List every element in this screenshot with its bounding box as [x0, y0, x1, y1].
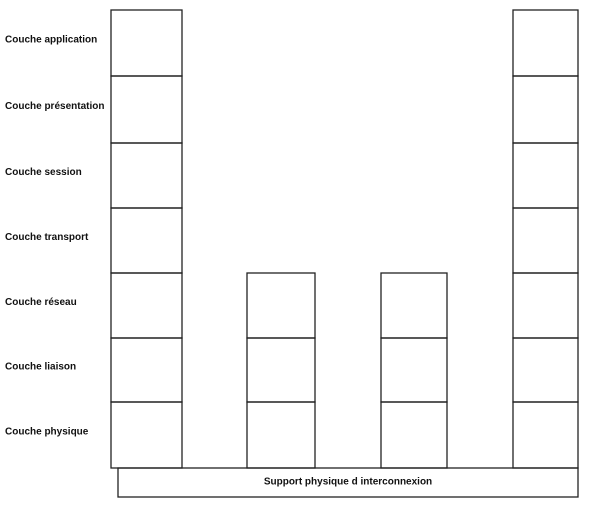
layer-box [110, 9, 183, 77]
layer-label: Couche liaison [5, 362, 76, 373]
layer-box [110, 272, 183, 339]
layer-box [380, 272, 448, 339]
layer-label: Couche transport [5, 232, 89, 243]
layer-box [380, 401, 448, 469]
layer-box [512, 142, 579, 209]
layer-box [512, 401, 579, 469]
layer-box [512, 75, 579, 144]
layer-box [110, 401, 183, 469]
layer-label: Couche réseau [5, 297, 77, 308]
layer-box [110, 337, 183, 403]
layer-box [512, 9, 579, 77]
layer-box [110, 75, 183, 144]
layer-label: Couche application [5, 35, 97, 46]
layer-box [110, 207, 183, 274]
layer-label: Couche session [5, 167, 82, 178]
support-box [117, 467, 579, 498]
layer-label: Couche présentation [5, 101, 104, 112]
layer-box [246, 337, 316, 403]
layer-box [246, 272, 316, 339]
layer-box [110, 142, 183, 209]
layer-label: Couche physique [5, 427, 89, 438]
layer-box [380, 337, 448, 403]
layer-box [246, 401, 316, 469]
layer-box [512, 337, 579, 403]
layer-box [512, 272, 579, 339]
support-label: Support physique d interconnexion [264, 477, 432, 488]
layer-box [512, 207, 579, 274]
